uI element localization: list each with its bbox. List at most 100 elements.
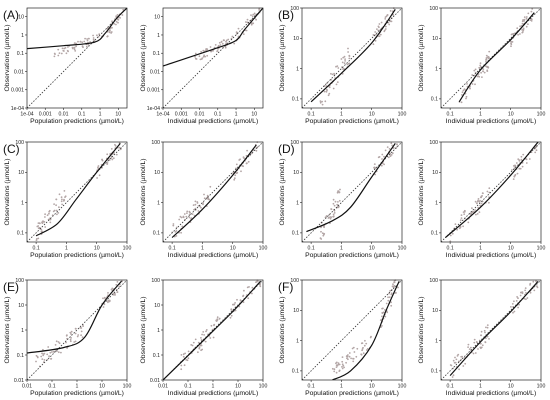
y-tick-label: 10	[293, 308, 299, 314]
data-point	[180, 368, 183, 371]
data-point	[97, 165, 100, 167]
data-point	[519, 33, 521, 35]
x-axis-title: Individual predictions (µmol/L)	[168, 390, 258, 397]
data-point	[454, 361, 457, 364]
data-point	[117, 21, 119, 24]
plot-frame	[301, 7, 403, 109]
data-point	[35, 354, 38, 357]
data-point	[483, 329, 486, 332]
data-point	[44, 216, 46, 218]
data-point	[96, 34, 98, 37]
data-point	[79, 327, 82, 329]
data-point	[337, 362, 340, 365]
data-point	[480, 330, 483, 333]
x-tick-label: 10	[99, 384, 105, 390]
data-point	[343, 55, 346, 58]
data-point	[522, 153, 525, 156]
x-tick-label: 100	[123, 246, 132, 252]
x-tick-label: 10	[369, 384, 375, 390]
data-point	[338, 370, 341, 372]
data-point	[38, 226, 41, 229]
fit-curve	[445, 142, 539, 239]
data-point	[245, 162, 248, 165]
data-point	[480, 202, 483, 205]
data-point	[390, 292, 393, 295]
data-point	[339, 188, 341, 191]
identity-line	[162, 7, 264, 109]
data-point	[204, 340, 207, 343]
data-point	[529, 19, 532, 21]
data-point	[342, 67, 345, 70]
data-point	[485, 60, 487, 63]
data-point	[203, 193, 205, 196]
data-point	[388, 148, 391, 150]
data-point	[479, 204, 481, 207]
data-point	[197, 351, 199, 354]
identity-line	[26, 7, 128, 109]
data-point	[92, 38, 95, 41]
data-point	[250, 14, 252, 16]
data-point	[474, 68, 477, 71]
y-tick-label: 1	[296, 338, 299, 344]
data-point	[57, 341, 60, 343]
data-point	[323, 90, 326, 93]
data-point	[58, 52, 61, 54]
data-point	[221, 42, 224, 45]
y-axis-title: Observations (µmol/L)	[418, 25, 425, 92]
data-point	[64, 195, 67, 198]
y-tick-label: 1e-04	[11, 106, 24, 112]
data-point	[209, 185, 212, 188]
x-axis-title: Population predictions (µmol/L)	[305, 118, 399, 125]
data-point	[337, 206, 340, 209]
x-tick-label: 1e-04	[156, 112, 169, 118]
data-point	[60, 351, 62, 354]
data-point	[377, 25, 380, 28]
data-point	[513, 32, 516, 35]
data-point	[381, 315, 383, 318]
x-tick-label: 0.1	[48, 384, 55, 390]
data-point	[334, 200, 337, 203]
data-point	[205, 49, 207, 52]
data-point	[348, 352, 351, 354]
data-point	[471, 74, 474, 76]
data-point	[386, 14, 389, 16]
data-point	[462, 89, 465, 92]
y-tick-label: 1	[296, 66, 299, 72]
data-point	[390, 301, 392, 304]
data-point	[482, 70, 485, 73]
data-point	[180, 364, 183, 367]
data-point	[347, 62, 350, 65]
data-point	[335, 371, 338, 374]
data-point	[336, 191, 339, 194]
data-point	[53, 55, 56, 58]
data-point	[475, 213, 477, 216]
x-tick-label: 1	[340, 246, 343, 252]
data-point	[108, 29, 111, 31]
data-point	[518, 160, 521, 162]
data-point	[218, 41, 221, 44]
data-point	[463, 209, 466, 212]
data-point	[337, 190, 339, 193]
data-point	[325, 215, 328, 218]
data-point	[102, 306, 105, 308]
data-point	[362, 352, 365, 355]
x-tick-label: 100	[259, 246, 268, 252]
data-point	[216, 316, 219, 319]
data-point	[379, 319, 382, 321]
data-point	[335, 366, 338, 368]
data-point	[200, 337, 202, 339]
data-point	[44, 213, 46, 216]
data-point	[488, 201, 490, 204]
data-point	[46, 214, 49, 217]
x-tick-label: 1	[212, 384, 215, 390]
data-point	[200, 339, 203, 342]
data-point	[388, 296, 391, 299]
data-point	[174, 231, 177, 233]
data-point	[182, 355, 185, 358]
x-tick-label: 100	[398, 384, 407, 390]
data-point	[329, 217, 332, 220]
identity-line	[26, 279, 128, 381]
